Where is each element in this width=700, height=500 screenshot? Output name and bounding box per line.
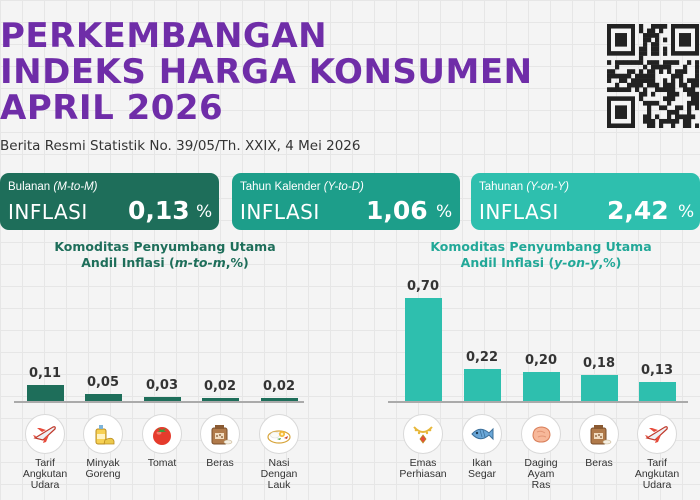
category-label: Daging Ayam Ras [524, 457, 558, 491]
card-label: INFLASI [479, 200, 559, 224]
bar-value-label: 0,02 [262, 379, 296, 394]
fish-icon [462, 414, 502, 454]
bar-value-label: 0,18 [582, 355, 616, 371]
category-label: Tomat [147, 457, 177, 469]
title-line-3: APRIL 2026 [0, 88, 224, 128]
gold-jewelry-icon [403, 414, 443, 454]
rice-icon [200, 414, 240, 454]
category-label: Beras [585, 457, 613, 469]
card-value: 1,06 [366, 196, 428, 225]
chicken-meat-icon [521, 414, 561, 454]
panel-title-prefix: Andil Inflasi ( [460, 255, 555, 270]
card-period: Bulanan [8, 181, 51, 193]
page-title: PERKEMBANGAN INDEKS HARGA KONSUMEN APRIL… [0, 18, 533, 126]
qr-code-icon[interactable] [607, 24, 699, 128]
card-unit: % [196, 202, 213, 222]
cooking-oil-icon [83, 414, 123, 454]
card-value: 0,13 [128, 196, 190, 225]
bar-value-label: 0,20 [524, 352, 558, 368]
category-label: Beras [206, 457, 234, 469]
title-line-2: INDEKS HARGA KONSUMEN [0, 52, 533, 92]
bar [84, 393, 122, 401]
card-period-code: (Y-on-Y) [526, 181, 569, 193]
panel-title-yoy: Komoditas Penyumbang Utama Andil Inflasi… [396, 239, 686, 271]
bar [201, 398, 239, 401]
panel-title-suffix: ,%) [598, 255, 622, 270]
title-line-1: PERKEMBANGAN [0, 16, 328, 56]
chart-baseline-mtm [14, 401, 304, 403]
card-period-code: (M-to-M) [53, 181, 98, 193]
rice-dish-icon [259, 414, 299, 454]
category-label: Nasi Dengan Lauk [260, 457, 298, 491]
card-monthly-inflation: Bulanan (M-to-M) INFLASI 0,13 % [0, 173, 219, 230]
card-period: Tahunan [479, 181, 524, 193]
bar [638, 381, 676, 401]
bar [260, 398, 298, 401]
tomato-icon [142, 414, 182, 454]
category-label: Ikan Segar [467, 457, 497, 480]
category-label: Tarif Angkutan Udara [22, 457, 68, 491]
bar-value-label: 0,11 [28, 365, 62, 381]
category-label: Minyak Goreng [85, 457, 121, 480]
airplane-icon [25, 414, 65, 454]
card-yoy-inflation: Tahunan (Y-on-Y) INFLASI 2,42 % [471, 173, 700, 230]
rice-icon [579, 414, 619, 454]
bar-value-label: 0,22 [465, 349, 499, 365]
release-subtitle: Berita Resmi Statistik No. 39/05/Th. XXI… [0, 138, 361, 154]
card-unit: % [436, 202, 453, 222]
card-period-code: (Y-to-D) [323, 181, 364, 193]
panel-title-line-1: Komoditas Penyumbang Utama [54, 239, 276, 254]
card-label: INFLASI [8, 200, 88, 224]
card-value: 2,42 [607, 196, 669, 225]
bar-value-label: 0,70 [406, 279, 440, 294]
category-label: Emas Perhiasan [399, 457, 447, 480]
card-period: Tahun Kalender [240, 181, 321, 193]
bar [404, 298, 442, 401]
card-ytd-inflation: Tahun Kalender (Y-to-D) INFLASI 1,06 % [232, 173, 460, 230]
bar-value-label: 0,02 [203, 379, 237, 394]
panel-title-suffix: ,%) [225, 255, 249, 270]
panel-title-italic: y-on-y [554, 255, 599, 270]
bar-value-label: 0,05 [86, 374, 120, 390]
card-unit: % [678, 202, 695, 222]
panel-title-italic: m-to-m [174, 255, 226, 270]
bar [463, 368, 501, 401]
card-label: INFLASI [240, 200, 320, 224]
panel-title-mtm: Komoditas Penyumbang Utama Andil Inflasi… [20, 239, 310, 271]
bar [522, 371, 560, 401]
bar [26, 384, 64, 401]
chart-baseline-yoy [388, 401, 688, 403]
panel-title-line-1: Komoditas Penyumbang Utama [430, 239, 652, 254]
bar [143, 396, 181, 401]
category-label: Tarif Angkutan Udara [634, 457, 680, 491]
bar-value-label: 0,13 [640, 362, 674, 378]
airplane-icon [637, 414, 677, 454]
bar-value-label: 0,03 [145, 377, 179, 393]
panel-title-prefix: Andil Inflasi ( [81, 255, 175, 270]
bar [580, 374, 618, 401]
